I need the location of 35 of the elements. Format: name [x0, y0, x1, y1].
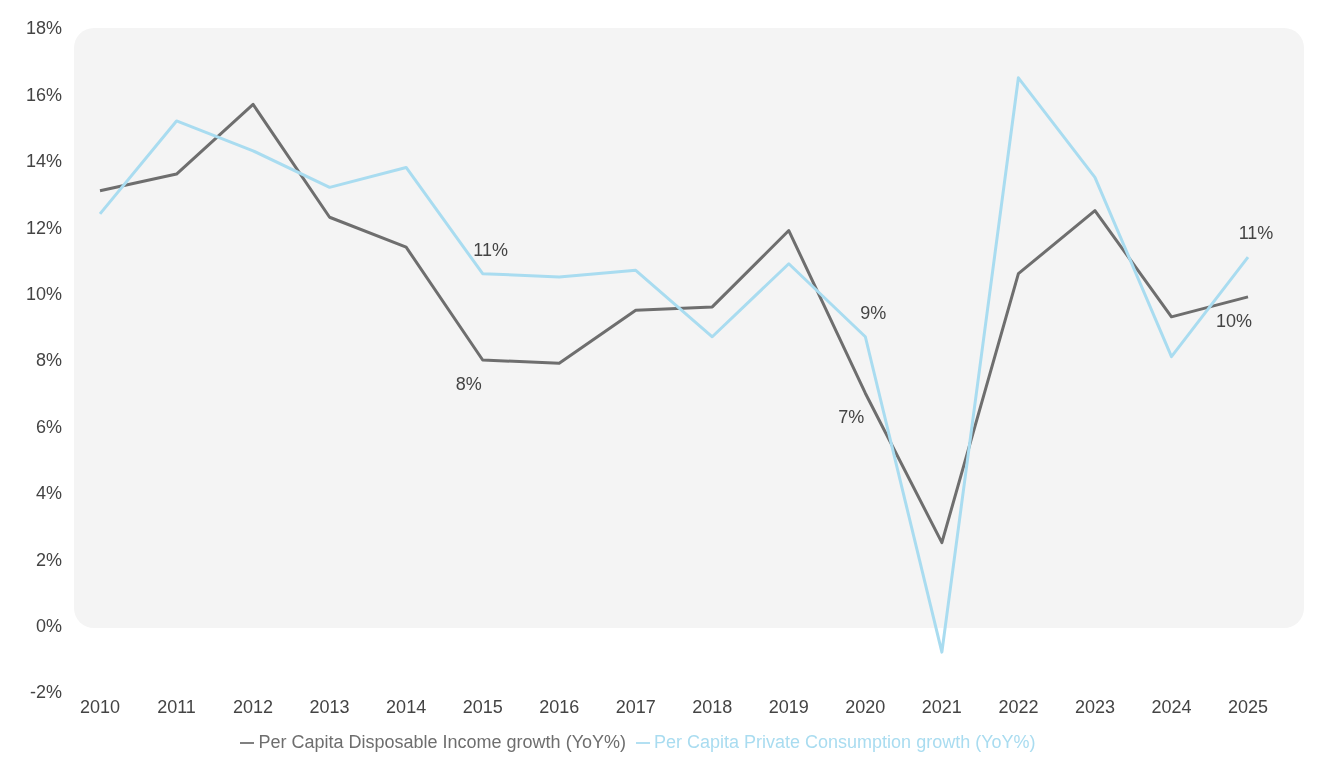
x-tick-label: 2012 — [233, 696, 274, 717]
data-label: 10% — [1215, 310, 1253, 331]
y-tick-label: 2% — [35, 549, 62, 570]
data-label: 11% — [1238, 223, 1274, 244]
y-tick-label: 12% — [25, 217, 62, 238]
x-tick-label: 2020 — [845, 696, 886, 717]
x-tick-label: 2015 — [462, 696, 503, 717]
x-tick-label: 2014 — [386, 696, 427, 717]
y-tick-label: 10% — [25, 283, 62, 304]
x-tick-label: 2010 — [79, 696, 121, 717]
x-tick-label: 2019 — [768, 696, 809, 717]
legend-label: Per Capita Disposable Income growth (YoY%) — [258, 732, 626, 752]
x-tick-label: 2011 — [157, 696, 196, 717]
x-tick-label: 2023 — [1074, 696, 1115, 717]
y-tick-label: 14% — [25, 151, 62, 172]
x-tick-label: 2013 — [309, 696, 350, 717]
y-tick-label: 4% — [35, 483, 62, 504]
legend-label: Per Capita Private Consumption growth (YoY%) — [654, 732, 1036, 752]
x-tick-label: 2017 — [615, 696, 656, 717]
x-tick-label: 2024 — [1151, 696, 1192, 717]
data-label: 11% — [473, 239, 509, 260]
x-tick-label: 2022 — [998, 696, 1039, 717]
x-tick-label: 2016 — [539, 696, 580, 717]
y-tick-label: 0% — [35, 615, 62, 636]
y-tick-label: 16% — [25, 84, 62, 105]
data-label: 8% — [455, 374, 482, 394]
y-tick-label: -2% — [29, 682, 62, 703]
data-label: 9% — [860, 302, 887, 323]
data-label: 7% — [838, 407, 865, 428]
y-tick-label: 6% — [35, 416, 62, 437]
x-tick-label: 2021 — [921, 696, 962, 717]
y-tick-label: 18% — [25, 18, 62, 39]
y-tick-label: 8% — [35, 350, 62, 371]
x-tick-label: 2025 — [1227, 696, 1269, 717]
x-tick-label: 2018 — [692, 696, 733, 717]
